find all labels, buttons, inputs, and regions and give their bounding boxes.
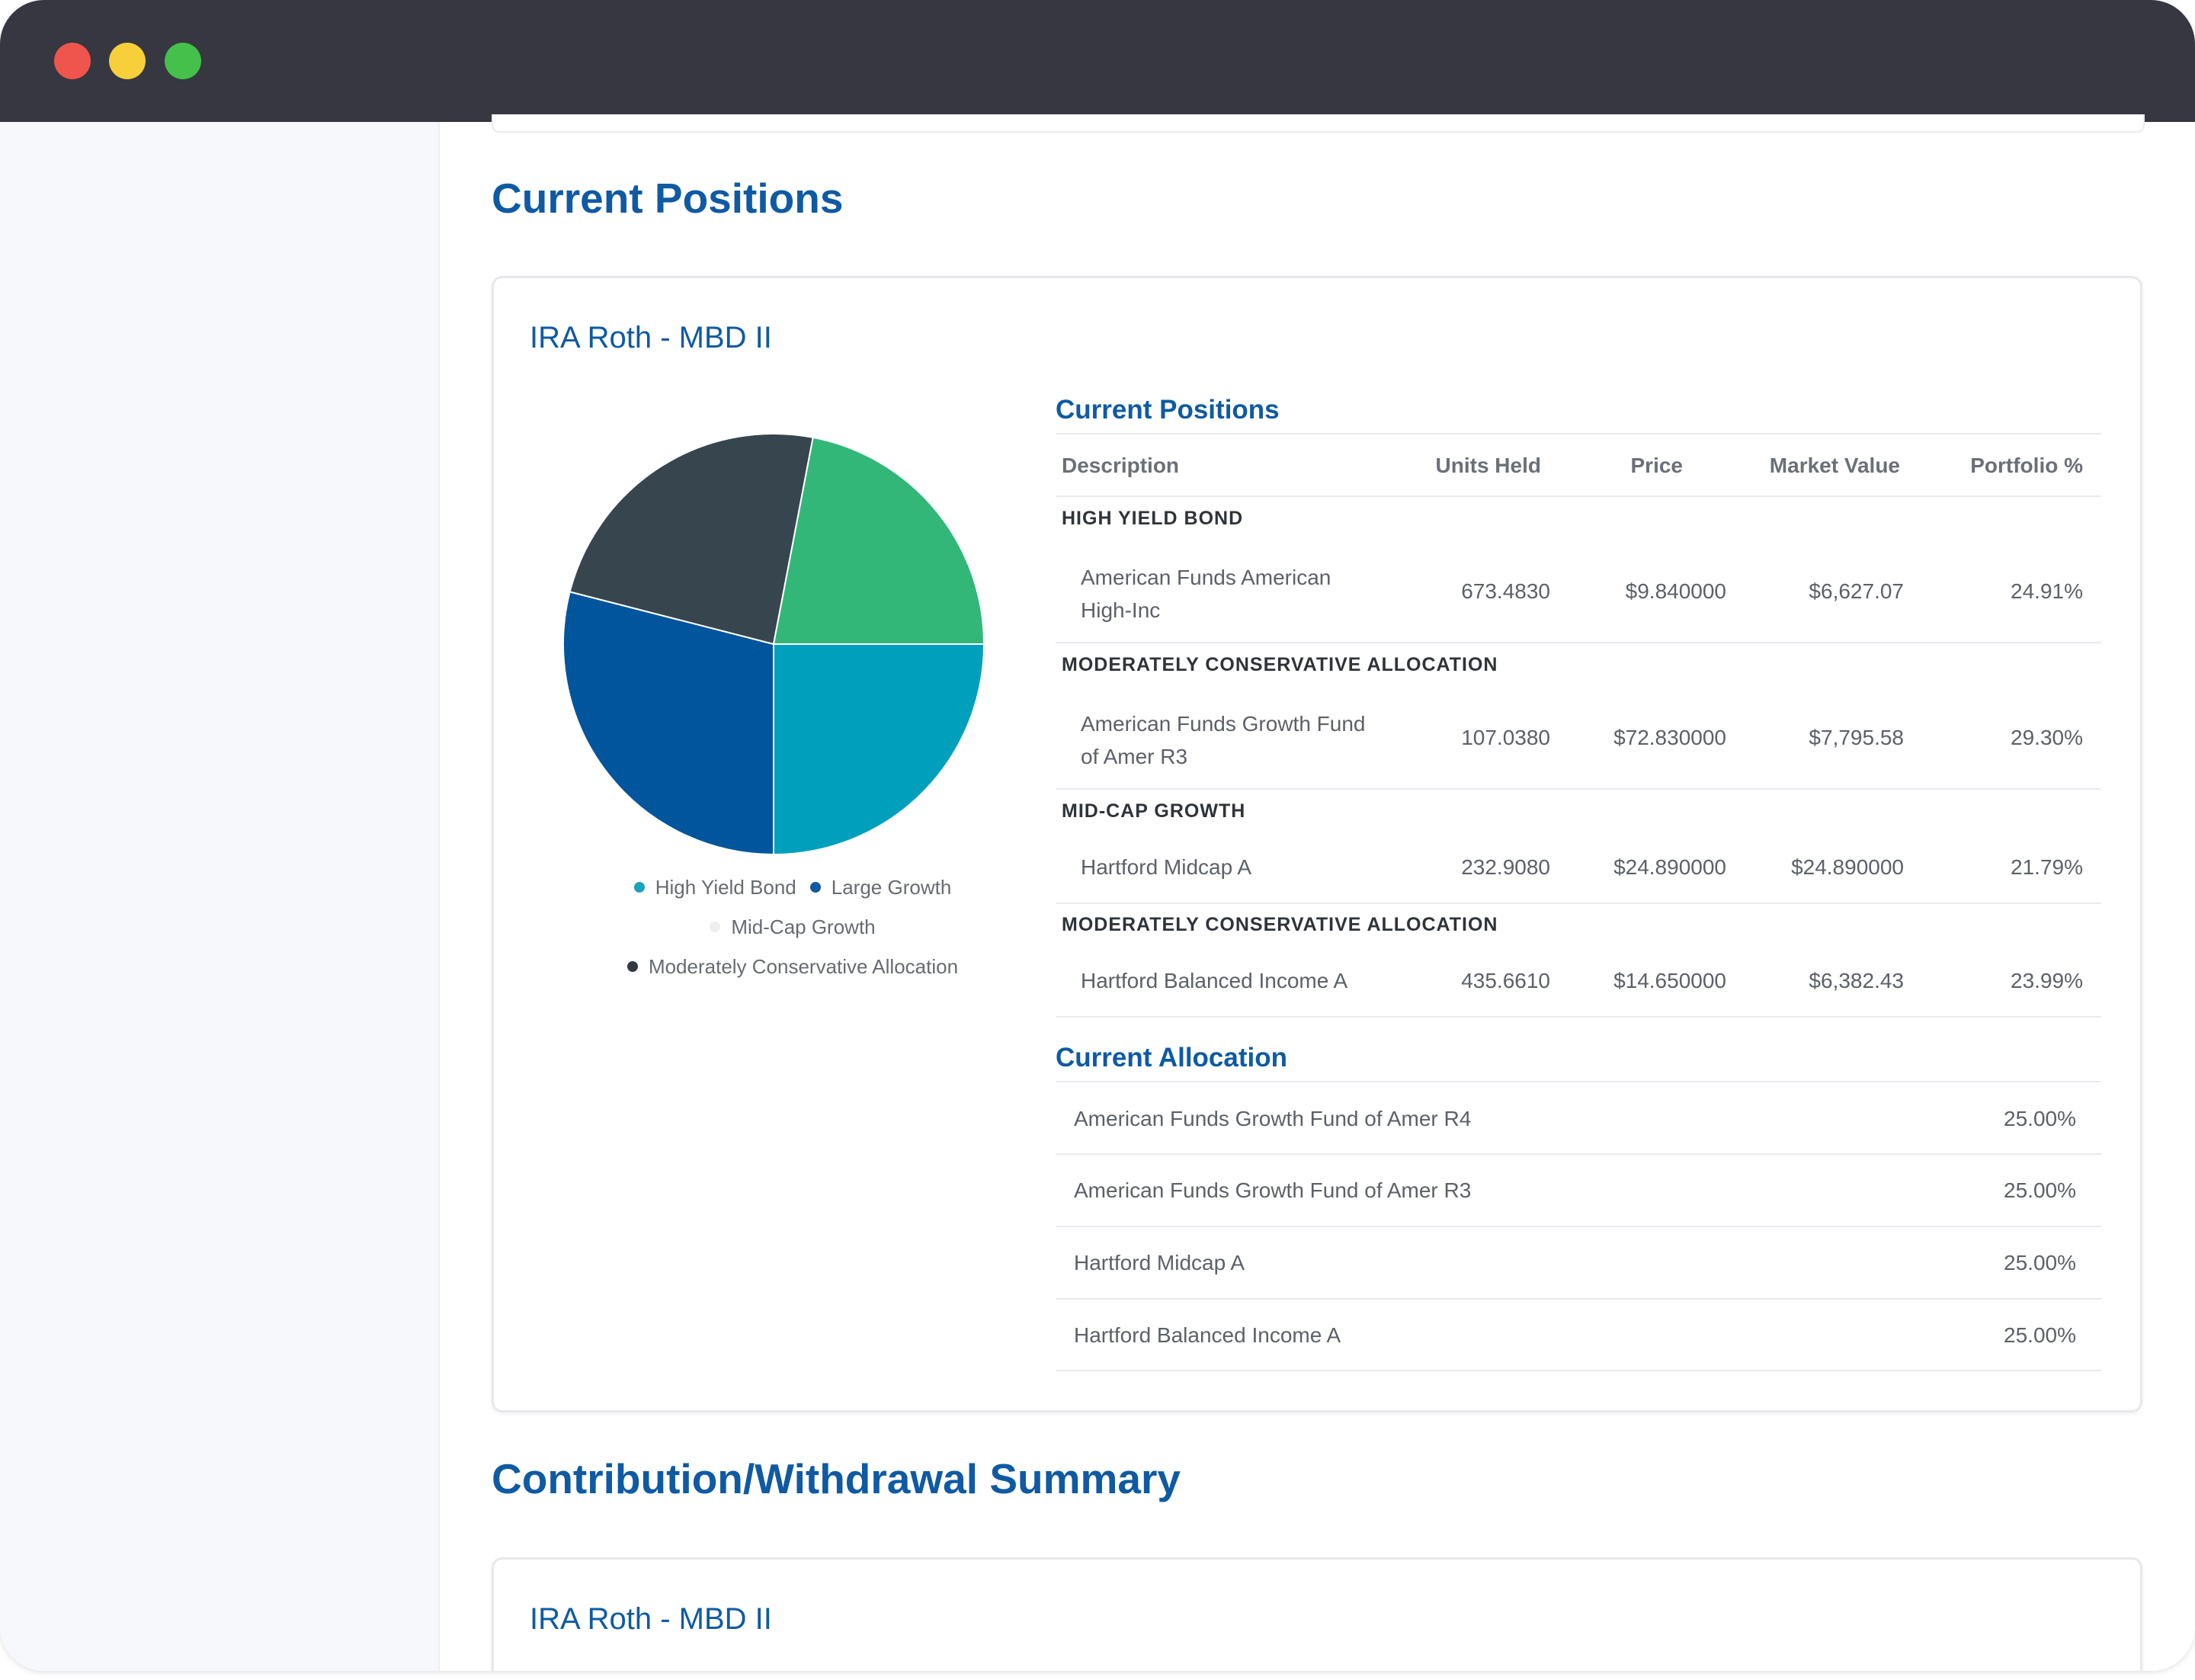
allocation-title: Current Allocation bbox=[1056, 1043, 1287, 1072]
allocation-pie-chart bbox=[560, 431, 987, 858]
allocation-pct: 25.00% bbox=[2004, 1107, 2076, 1130]
units-held: 435.6610 bbox=[1461, 969, 1550, 992]
legend-item[interactable]: High Yield Bond bbox=[633, 875, 796, 899]
divider bbox=[1056, 903, 2101, 904]
allocation-fund-name[interactable]: Hartford Balanced Income A bbox=[1074, 1323, 1341, 1347]
position-description[interactable]: Hartford Midcap A bbox=[1081, 855, 1252, 879]
portfolio-pct: 24.91% bbox=[2011, 579, 2083, 603]
position-name-line: American Funds Growth Fund bbox=[1081, 712, 1366, 736]
position-description[interactable]: American Funds Growth Fund of Amer R3 bbox=[1081, 707, 1366, 773]
col-header-units[interactable]: Units Held bbox=[1435, 454, 1541, 477]
current-positions-heading: Current Positions bbox=[492, 175, 844, 222]
portfolio-pct: 23.99% bbox=[2011, 969, 2083, 992]
divider bbox=[1056, 1370, 2101, 1371]
contribution-card-title: IRA Roth - MBD II bbox=[530, 1602, 772, 1636]
pie-slice-moderately-conservative-allocation[interactable] bbox=[569, 433, 814, 646]
contribution-summary-heading: Contribution/Withdrawal Summary bbox=[492, 1455, 1181, 1502]
units-held: 107.0380 bbox=[1461, 726, 1550, 749]
close-window-button[interactable] bbox=[54, 43, 91, 79]
allocation-pct: 25.00% bbox=[2004, 1178, 2076, 1202]
title-bar bbox=[0, 0, 2195, 122]
divider bbox=[1056, 788, 2101, 790]
price: $72.830000 bbox=[1613, 726, 1726, 749]
market-value: $24.890000 bbox=[1791, 855, 1904, 879]
pie-legend: High Yield Bond Large Growth Mid-Cap Gro… bbox=[564, 867, 1021, 986]
market-value: $6,382.43 bbox=[1809, 969, 1904, 992]
legend-dot-icon bbox=[626, 961, 638, 972]
position-description[interactable]: American Funds American High-Inc bbox=[1081, 561, 1331, 627]
legend-label: Mid-Cap Growth bbox=[731, 915, 876, 938]
units-held: 232.9080 bbox=[1461, 855, 1550, 879]
divider bbox=[1056, 1016, 2101, 1018]
position-description[interactable]: Hartford Balanced Income A bbox=[1081, 969, 1348, 992]
position-name-line: of Amer R3 bbox=[1081, 745, 1188, 768]
legend-dot-icon bbox=[809, 882, 821, 893]
divider bbox=[1056, 1153, 2101, 1155]
col-header-portfolio-pct[interactable]: Portfolio % bbox=[1970, 454, 2083, 477]
sidebar bbox=[0, 122, 440, 1671]
divider bbox=[1056, 642, 2101, 643]
units-held: 673.4830 bbox=[1461, 579, 1550, 603]
contribution-card bbox=[492, 1557, 2142, 1671]
market-value: $7,795.58 bbox=[1809, 726, 1904, 749]
divider bbox=[1056, 1298, 2101, 1300]
legend-label: Large Growth bbox=[831, 875, 952, 899]
legend-item[interactable]: Moderately Conservative Allocation bbox=[626, 954, 959, 979]
price: $14.650000 bbox=[1613, 969, 1726, 992]
divider bbox=[1056, 495, 2101, 497]
portfolio-pct: 29.30% bbox=[2011, 726, 2083, 749]
allocation-pct: 25.00% bbox=[2004, 1251, 2076, 1274]
legend-item[interactable]: Mid-Cap Growth bbox=[710, 915, 876, 939]
group-header: MID-CAP GROWTH bbox=[1062, 800, 1246, 822]
minimize-window-button[interactable] bbox=[109, 43, 146, 79]
divider bbox=[1056, 1081, 2101, 1082]
market-value: $6,627.07 bbox=[1809, 579, 1904, 603]
maximize-window-button[interactable] bbox=[165, 43, 201, 79]
price: $9.840000 bbox=[1625, 579, 1726, 603]
divider bbox=[1056, 433, 2101, 434]
position-name-line: High-Inc bbox=[1081, 598, 1161, 622]
allocation-pct: 25.00% bbox=[2004, 1323, 2076, 1347]
group-header: HIGH YIELD BOND bbox=[1062, 508, 1244, 529]
legend-dot-icon bbox=[710, 922, 721, 932]
legend-label: High Yield Bond bbox=[655, 875, 796, 899]
col-header-price[interactable]: Price bbox=[1630, 454, 1684, 477]
price: $24.890000 bbox=[1613, 855, 1726, 879]
allocation-fund-name[interactable]: American Funds Growth Fund of Amer R3 bbox=[1074, 1178, 1472, 1202]
group-header: MODERATELY CONSERVATIVE ALLOCATION bbox=[1062, 654, 1498, 675]
positions-table-title: Current Positions bbox=[1056, 395, 1280, 425]
divider bbox=[1056, 1226, 2101, 1227]
portfolio-pct: 21.79% bbox=[2011, 855, 2083, 879]
legend-label: Moderately Conservative Allocation bbox=[648, 954, 959, 978]
pie-slice-high-yield-bond[interactable] bbox=[773, 643, 985, 856]
allocation-fund-name[interactable]: Hartford Midcap A bbox=[1074, 1251, 1245, 1274]
pie-slice-large-growth[interactable] bbox=[562, 591, 774, 856]
previous-card-edge bbox=[492, 114, 2145, 133]
account-card-title: IRA Roth - MBD II bbox=[530, 321, 772, 354]
col-header-description[interactable]: Description bbox=[1062, 454, 1180, 477]
allocation-fund-name[interactable]: American Funds Growth Fund of Amer R4 bbox=[1074, 1107, 1472, 1130]
legend-item[interactable]: Large Growth bbox=[809, 875, 952, 899]
group-header: MODERATELY CONSERVATIVE ALLOCATION bbox=[1062, 914, 1498, 935]
pie-slice-mid-cap-growth[interactable] bbox=[772, 436, 985, 645]
legend-dot-icon bbox=[633, 882, 645, 893]
col-header-market-value[interactable]: Market Value bbox=[1769, 454, 1900, 477]
position-name-line: American Funds American bbox=[1081, 566, 1331, 589]
